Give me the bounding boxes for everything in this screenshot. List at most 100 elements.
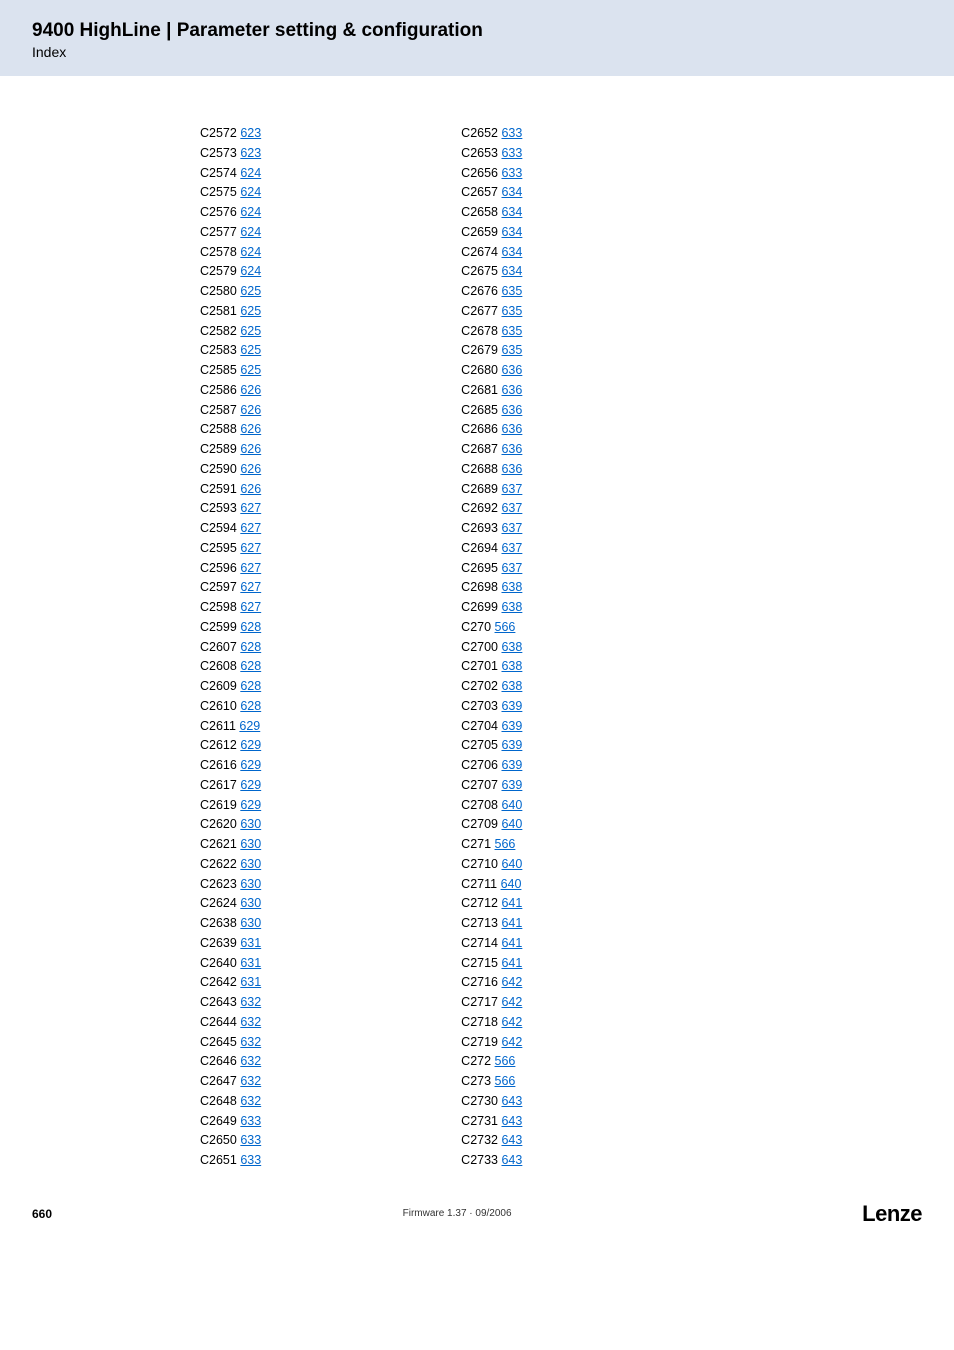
index-page-link[interactable]: 634 — [501, 225, 522, 239]
index-page-link[interactable]: 632 — [240, 1035, 261, 1049]
index-page-link[interactable]: 641 — [501, 896, 522, 910]
index-page-link[interactable]: 640 — [501, 798, 522, 812]
index-page-link[interactable]: 627 — [240, 501, 261, 515]
index-page-link[interactable]: 642 — [501, 975, 522, 989]
index-page-link[interactable]: 639 — [501, 719, 522, 733]
index-page-link[interactable]: 627 — [240, 580, 261, 594]
index-page-link[interactable]: 643 — [501, 1153, 522, 1167]
index-page-link[interactable]: 625 — [240, 324, 261, 338]
index-page-link[interactable]: 639 — [501, 699, 522, 713]
index-page-link[interactable]: 641 — [501, 956, 522, 970]
index-page-link[interactable]: 636 — [501, 462, 522, 476]
index-page-link[interactable]: 624 — [240, 166, 261, 180]
index-page-link[interactable]: 625 — [240, 363, 261, 377]
index-page-link[interactable]: 636 — [501, 403, 522, 417]
index-page-link[interactable]: 633 — [240, 1114, 261, 1128]
index-page-link[interactable]: 628 — [240, 640, 261, 654]
index-page-link[interactable]: 624 — [240, 264, 261, 278]
index-page-link[interactable]: 630 — [240, 817, 261, 831]
index-page-link[interactable]: 627 — [240, 600, 261, 614]
index-page-link[interactable]: 627 — [240, 541, 261, 555]
index-page-link[interactable]: 639 — [501, 738, 522, 752]
index-page-link[interactable]: 626 — [240, 462, 261, 476]
index-page-link[interactable]: 633 — [240, 1153, 261, 1167]
index-page-link[interactable]: 629 — [240, 758, 261, 772]
index-page-link[interactable]: 636 — [501, 422, 522, 436]
index-page-link[interactable]: 638 — [501, 679, 522, 693]
index-page-link[interactable]: 630 — [240, 916, 261, 930]
index-page-link[interactable]: 636 — [501, 442, 522, 456]
index-page-link[interactable]: 637 — [501, 561, 522, 575]
index-page-link[interactable]: 629 — [239, 719, 260, 733]
index-page-link[interactable]: 632 — [240, 1054, 261, 1068]
index-page-link[interactable]: 637 — [501, 521, 522, 535]
index-page-link[interactable]: 628 — [240, 679, 261, 693]
index-page-link[interactable]: 631 — [240, 936, 261, 950]
index-page-link[interactable]: 634 — [501, 264, 522, 278]
index-page-link[interactable]: 642 — [501, 1015, 522, 1029]
index-page-link[interactable]: 634 — [501, 185, 522, 199]
index-page-link[interactable]: 625 — [240, 284, 261, 298]
index-page-link[interactable]: 638 — [501, 659, 522, 673]
index-page-link[interactable]: 638 — [501, 580, 522, 594]
index-page-link[interactable]: 643 — [501, 1114, 522, 1128]
index-page-link[interactable]: 624 — [240, 185, 261, 199]
index-page-link[interactable]: 637 — [501, 482, 522, 496]
index-page-link[interactable]: 634 — [501, 205, 522, 219]
index-page-link[interactable]: 636 — [501, 363, 522, 377]
index-page-link[interactable]: 631 — [240, 975, 261, 989]
index-page-link[interactable]: 635 — [501, 284, 522, 298]
index-page-link[interactable]: 630 — [240, 837, 261, 851]
index-page-link[interactable]: 633 — [501, 126, 522, 140]
index-page-link[interactable]: 566 — [495, 620, 516, 634]
index-page-link[interactable]: 642 — [501, 995, 522, 1009]
index-page-link[interactable]: 640 — [501, 857, 522, 871]
index-page-link[interactable]: 624 — [240, 225, 261, 239]
index-page-link[interactable]: 624 — [240, 205, 261, 219]
index-page-link[interactable]: 631 — [240, 956, 261, 970]
index-page-link[interactable]: 624 — [240, 245, 261, 259]
index-page-link[interactable]: 633 — [501, 166, 522, 180]
index-page-link[interactable]: 633 — [501, 146, 522, 160]
index-page-link[interactable]: 625 — [240, 343, 261, 357]
index-page-link[interactable]: 636 — [501, 383, 522, 397]
index-page-link[interactable]: 628 — [240, 620, 261, 634]
index-page-link[interactable]: 634 — [501, 245, 522, 259]
index-page-link[interactable]: 629 — [240, 778, 261, 792]
index-page-link[interactable]: 637 — [501, 541, 522, 555]
index-page-link[interactable]: 641 — [501, 916, 522, 930]
index-page-link[interactable]: 643 — [501, 1094, 522, 1108]
index-page-link[interactable]: 635 — [501, 343, 522, 357]
index-page-link[interactable]: 629 — [240, 798, 261, 812]
index-page-link[interactable]: 623 — [240, 146, 261, 160]
index-page-link[interactable]: 638 — [501, 600, 522, 614]
index-page-link[interactable]: 626 — [240, 383, 261, 397]
index-page-link[interactable]: 627 — [240, 521, 261, 535]
index-page-link[interactable]: 637 — [501, 501, 522, 515]
index-page-link[interactable]: 635 — [501, 324, 522, 338]
index-page-link[interactable]: 632 — [240, 1074, 261, 1088]
index-page-link[interactable]: 628 — [240, 659, 261, 673]
index-page-link[interactable]: 625 — [240, 304, 261, 318]
index-page-link[interactable]: 630 — [240, 896, 261, 910]
index-page-link[interactable]: 626 — [240, 422, 261, 436]
index-page-link[interactable]: 632 — [240, 995, 261, 1009]
index-page-link[interactable]: 632 — [240, 1094, 261, 1108]
index-page-link[interactable]: 626 — [240, 482, 261, 496]
index-page-link[interactable]: 640 — [501, 877, 522, 891]
index-page-link[interactable]: 630 — [240, 877, 261, 891]
index-page-link[interactable]: 566 — [495, 1074, 516, 1088]
index-page-link[interactable]: 629 — [240, 738, 261, 752]
index-page-link[interactable]: 628 — [240, 699, 261, 713]
index-page-link[interactable]: 566 — [495, 1054, 516, 1068]
index-page-link[interactable]: 640 — [501, 817, 522, 831]
index-page-link[interactable]: 626 — [240, 442, 261, 456]
index-page-link[interactable]: 632 — [240, 1015, 261, 1029]
index-page-link[interactable]: 639 — [501, 758, 522, 772]
index-page-link[interactable]: 635 — [501, 304, 522, 318]
index-page-link[interactable]: 639 — [501, 778, 522, 792]
index-page-link[interactable]: 627 — [240, 561, 261, 575]
index-page-link[interactable]: 642 — [501, 1035, 522, 1049]
index-page-link[interactable]: 623 — [240, 126, 261, 140]
index-page-link[interactable]: 643 — [501, 1133, 522, 1147]
